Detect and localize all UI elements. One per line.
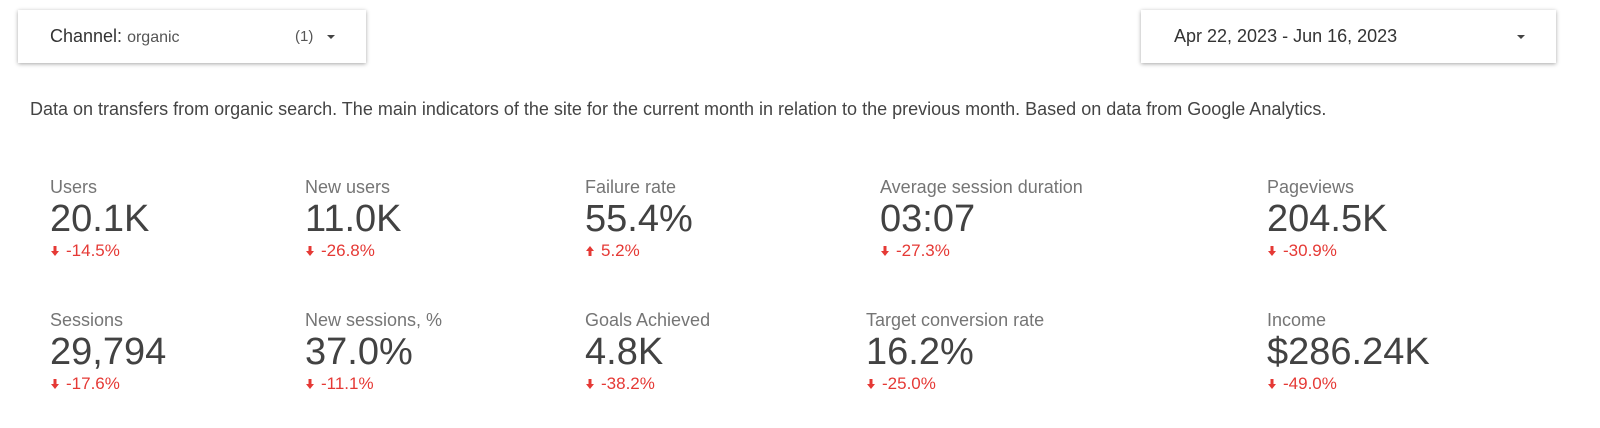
- arrow-shape: [1268, 379, 1276, 389]
- metric-label: New users: [305, 177, 391, 197]
- channel-filter[interactable]: Channel: organic (1): [18, 10, 366, 63]
- trend-arrow: [306, 379, 314, 389]
- metric-change: 5.2%: [585, 240, 693, 262]
- filter-label-text: Channel:: [50, 26, 123, 46]
- arrow-shape: [1268, 246, 1276, 256]
- scorecard: Users 20.1K -14.5%: [50, 176, 149, 262]
- metric-change: -25.0%: [866, 373, 1044, 395]
- metric-value: 29,794: [50, 331, 167, 373]
- trend-arrow: [881, 246, 889, 256]
- filter-label: Channel: organic: [50, 26, 180, 47]
- trend-arrow: [1268, 379, 1276, 389]
- scorecard: Target conversion rate 16.2% -25.0%: [866, 309, 1044, 395]
- metric-label: Users: [50, 177, 98, 197]
- description: Data on transfers from organic search. T…: [30, 99, 1327, 119]
- trend-arrow: [51, 379, 59, 389]
- metric-label: Pageviews: [1267, 177, 1355, 197]
- change-text: -25.0%: [882, 374, 936, 393]
- metric-label: Target conversion rate: [866, 310, 1045, 330]
- arrow-shape: [586, 246, 594, 256]
- change-text: -17.6%: [66, 374, 120, 393]
- metric-value: 03:07: [880, 198, 976, 240]
- metric-change: -14.5%: [50, 240, 149, 262]
- trend-arrow: [867, 379, 875, 389]
- metric-value: 16.2%: [866, 331, 974, 373]
- metric-value: 204.5K: [1267, 198, 1388, 240]
- trend-arrow: [306, 246, 314, 256]
- change-text: -49.0%: [1283, 374, 1337, 393]
- metric-label: Failure rate: [585, 177, 677, 197]
- arrow-shape: [306, 379, 314, 389]
- metric-label: Average session duration: [880, 177, 1083, 197]
- filter-count: (1): [295, 28, 314, 45]
- metric-label: Sessions: [50, 310, 124, 330]
- arrow-shape: [306, 246, 314, 256]
- metric-label: New sessions, %: [305, 310, 443, 330]
- arrow-shape: [51, 379, 59, 389]
- change-text: -27.3%: [896, 241, 950, 260]
- metric-value: 4.8K: [585, 331, 664, 373]
- arrow-shape: [881, 246, 889, 256]
- metric-value: 37.0%: [305, 331, 413, 373]
- change-text: -26.8%: [321, 241, 375, 260]
- metric-value: 20.1K: [50, 198, 150, 240]
- metric-value: $286.24K: [1267, 331, 1430, 373]
- metric-change: -38.2%: [585, 373, 710, 395]
- scorecard: Sessions 29,794 -17.6%: [50, 309, 166, 395]
- metric-change: -11.1%: [305, 373, 442, 395]
- date-range-picker[interactable]: Apr 22, 2023 - Jun 16, 2023: [1141, 10, 1556, 63]
- metric-change: -26.8%: [305, 240, 401, 262]
- metric-label: Income: [1267, 310, 1327, 330]
- metric-label: Goals Achieved: [585, 310, 711, 330]
- arrow-shape: [586, 379, 594, 389]
- trend-arrow: [586, 379, 594, 389]
- scorecard: Income $286.24K -49.0%: [1267, 309, 1430, 395]
- filter-value: organic: [127, 29, 180, 46]
- metric-change: -49.0%: [1267, 373, 1430, 395]
- metric-value: 11.0K: [305, 198, 402, 240]
- change-text: -14.5%: [66, 241, 120, 260]
- arrow-shape: [867, 379, 875, 389]
- metric-change: -30.9%: [1267, 240, 1387, 262]
- scorecard: New sessions, % 37.0% -11.1%: [305, 309, 442, 395]
- scorecard: Average session duration 03:07 -27.3%: [880, 176, 1083, 262]
- dropdown-caret: [1517, 35, 1525, 39]
- metric-change: -17.6%: [50, 373, 166, 395]
- scorecard: Pageviews 204.5K -30.9%: [1267, 176, 1387, 262]
- trend-arrow: [51, 246, 59, 256]
- metric-change: -27.3%: [880, 240, 1083, 262]
- arrow-shape: [51, 246, 59, 256]
- dropdown-caret: [327, 35, 335, 39]
- trend-arrow: [1268, 246, 1276, 256]
- date-range: Apr 22, 2023 - Jun 16, 2023: [1174, 26, 1398, 46]
- trend-arrow: [586, 246, 594, 256]
- scorecard: New users 11.0K -26.8%: [305, 176, 401, 262]
- scorecard: Failure rate 55.4% 5.2%: [585, 176, 693, 262]
- scorecard: Goals Achieved 4.8K -38.2%: [585, 309, 710, 395]
- change-text: -38.2%: [601, 374, 655, 393]
- change-text: 5.2%: [601, 241, 640, 260]
- change-text: -30.9%: [1283, 241, 1337, 260]
- metric-value: 55.4%: [585, 198, 693, 240]
- change-text: -11.1%: [321, 374, 374, 393]
